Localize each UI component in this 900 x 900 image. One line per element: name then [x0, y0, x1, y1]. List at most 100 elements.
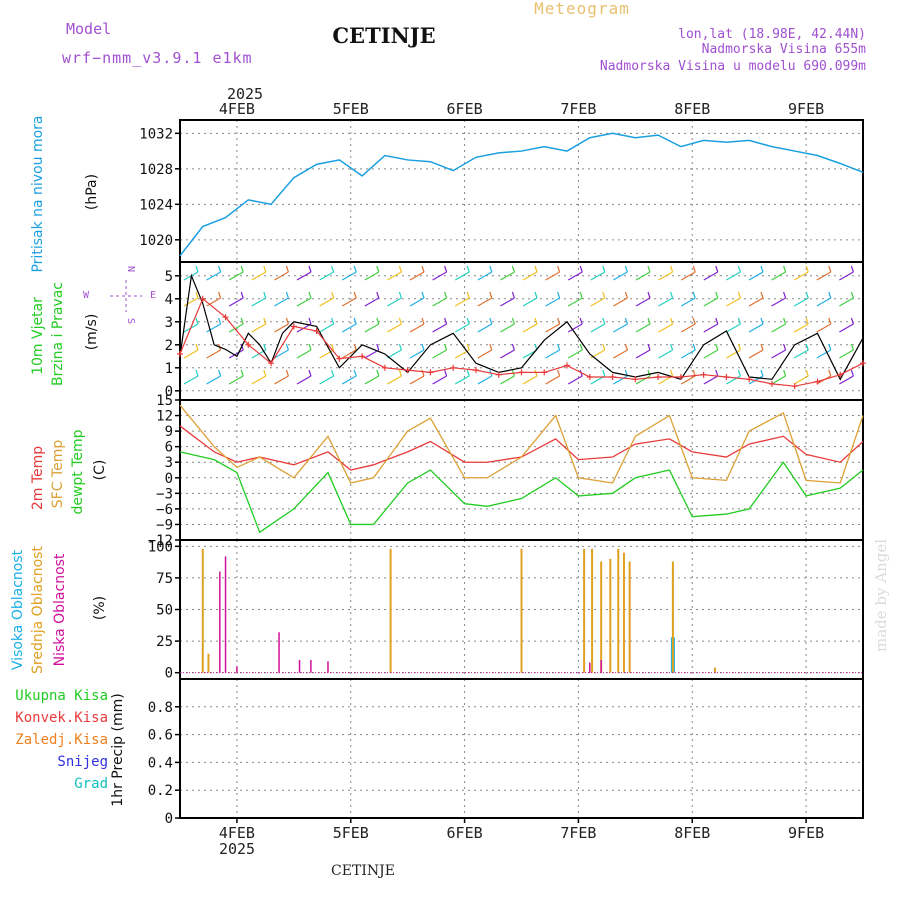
wind-barb [206, 271, 221, 281]
wind-barb-flag [466, 369, 470, 377]
wind-barb-flag [557, 291, 561, 299]
wind-barb-flag [602, 265, 606, 273]
wind-barb-flag [195, 265, 199, 273]
wind-barb [387, 349, 402, 359]
wind-gust-marker [677, 374, 684, 380]
wind-barb [500, 349, 515, 359]
year-label-top: 2025 [227, 85, 263, 103]
wind-barb-flag [398, 343, 402, 351]
wind-barb [793, 349, 809, 359]
top-x-tick-label: 7FEB [560, 100, 596, 118]
wind-barb [206, 323, 221, 333]
y-tick-label: −9 [156, 517, 173, 533]
wind-gust-marker [723, 374, 730, 380]
wind-barb [793, 323, 809, 333]
wind-barb-flag [331, 369, 335, 377]
wind-barb-flag [624, 291, 628, 299]
wind-barb [454, 375, 470, 385]
wind-barb [680, 297, 696, 307]
wind-barb [793, 297, 809, 307]
wind-barb [341, 271, 357, 281]
precip-panel: 0 0.2 0.4 0.6 0.8 [148, 678, 864, 827]
wind-barb-flag [285, 265, 289, 273]
precip-legend-item: Grad [74, 776, 108, 792]
temp-series-line [179, 451, 864, 534]
wind-barb-flag [398, 265, 402, 273]
wind-barb [590, 271, 606, 281]
wind-gust-marker [427, 369, 434, 376]
wind-barb-flag [195, 317, 199, 325]
y-tick-label: 6 [165, 440, 173, 456]
wind-barb [409, 349, 425, 359]
wind-barb [635, 349, 651, 359]
wind-barb [703, 271, 719, 281]
wind-barb [613, 349, 628, 359]
wind-barb-flag [579, 343, 583, 351]
wind-barb-flag [805, 317, 809, 325]
wind-barb [680, 349, 696, 359]
wind-barb [500, 323, 515, 333]
y-tick-label: 3 [165, 315, 173, 331]
bottom-x-tick-labels: 4FEB 5FEB 6FEB 7FEB 8FEB 9FEB [219, 818, 824, 842]
wind-barb [726, 323, 741, 333]
pressure-axis-unit: (hPa) [84, 174, 100, 210]
wind-barb [274, 297, 289, 307]
wind-barb [567, 271, 583, 281]
wind-barb-flag [828, 369, 832, 377]
wind-barb [613, 297, 628, 307]
y-tick-label: −3 [156, 486, 173, 502]
wind-barb-flag [421, 343, 425, 351]
wind-barb-flag [737, 291, 741, 299]
wind-barb-flag [692, 265, 696, 273]
wind-barb [228, 349, 244, 359]
wind-barb-flag [715, 317, 719, 325]
y-tick-label: 1024 [139, 197, 173, 213]
wind-barb [726, 375, 741, 385]
wind-barb-flag [466, 291, 470, 299]
wind-barb [409, 271, 425, 281]
y-tick-label: 50 [156, 603, 173, 619]
wind-barb [409, 297, 425, 307]
wind-barb-flag [218, 317, 222, 325]
cloud-bar [224, 556, 227, 673]
wind-barb [341, 297, 357, 307]
wind-barb-flag [534, 265, 538, 273]
wind-barb [771, 375, 786, 385]
y-tick-label: 12 [156, 409, 173, 425]
wind-barb-flag [760, 343, 764, 351]
wind-barb [364, 323, 380, 333]
wind-barb [567, 323, 583, 333]
wind-barb [635, 297, 651, 307]
wind-barb-flag [828, 317, 832, 325]
wind-barb-flag [195, 369, 199, 377]
wind-barb-flag [240, 265, 244, 273]
wind-barb-flag [421, 317, 425, 325]
wind-barb [319, 349, 334, 359]
wind-barb-flag [353, 369, 357, 377]
wind-barb-flag [308, 343, 312, 351]
wind-barb-flag [602, 369, 606, 377]
wind-barb [680, 271, 696, 281]
wind-gust-marker [359, 353, 366, 360]
wind-barb [816, 349, 832, 359]
cloud-bar [622, 552, 625, 673]
wind-gust-marker [586, 374, 593, 380]
wind-barb [567, 375, 583, 385]
temp-series-line [179, 425, 864, 471]
bottom-x-tick-label: 9FEB [788, 824, 824, 842]
wind-barb [703, 297, 719, 307]
wind-barb-flag [331, 343, 335, 351]
mid-cloud-axis-label: Srednja Oblacnost [30, 546, 46, 674]
wind-barb [545, 271, 560, 281]
wind-barb-flag [579, 265, 583, 273]
wind-barb-flag [715, 369, 719, 377]
wind-gust-marker [564, 362, 571, 369]
wind-barb-flag [557, 265, 561, 273]
wind-barb [341, 349, 357, 359]
wind-barb-flag [444, 343, 448, 351]
y-tick-label: 1028 [139, 162, 173, 178]
wind-barb [703, 375, 719, 385]
wind-barb-flag [489, 343, 493, 351]
y-tick-label: 2 [165, 338, 173, 354]
wind-barb [771, 349, 786, 359]
